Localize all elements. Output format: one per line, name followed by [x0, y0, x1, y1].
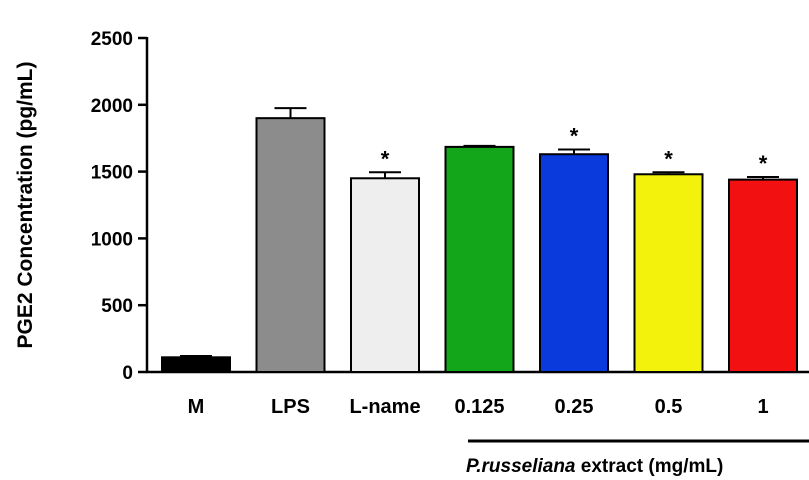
bar [161, 356, 231, 373]
bar [255, 117, 326, 373]
x-tick-labels: M LPS L-name 0.125 0.25 0.5 1 [188, 396, 769, 418]
significance-marker: * [381, 146, 390, 171]
bar [350, 177, 420, 373]
y-tick-label: 2000 [91, 96, 133, 117]
y-tick-label: 1500 [91, 163, 133, 184]
bars: * * * * [161, 107, 798, 373]
y-axis-label: PGE2 Concentration (pg/mL) [14, 61, 37, 348]
x-tick-label: L-name [349, 396, 420, 418]
x-tick-label: 0.125 [454, 396, 504, 418]
x-tick-label: 0.25 [555, 396, 594, 418]
bar [728, 178, 798, 373]
y-tick-label: 500 [101, 296, 133, 317]
y-tick-label: 1000 [91, 229, 133, 250]
y-tick-label: 0 [122, 363, 133, 384]
x-tick-label: M [188, 396, 205, 418]
bar [444, 145, 515, 373]
significance-marker: * [570, 124, 579, 149]
group-label: P.russeliana extract (mg/mL) [466, 456, 723, 477]
group-label-italic: P.russeliana [466, 456, 576, 477]
x-tick-label: 0.5 [655, 396, 683, 418]
y-tick-label: 2500 [91, 29, 133, 50]
significance-marker: * [664, 146, 673, 171]
bar [539, 153, 609, 373]
x-tick-label: 1 [757, 396, 768, 418]
group-label-rest: extract (mg/mL) [576, 456, 724, 477]
x-tick-label: LPS [271, 396, 310, 418]
bar [633, 173, 704, 373]
significance-marker: * [759, 151, 768, 176]
